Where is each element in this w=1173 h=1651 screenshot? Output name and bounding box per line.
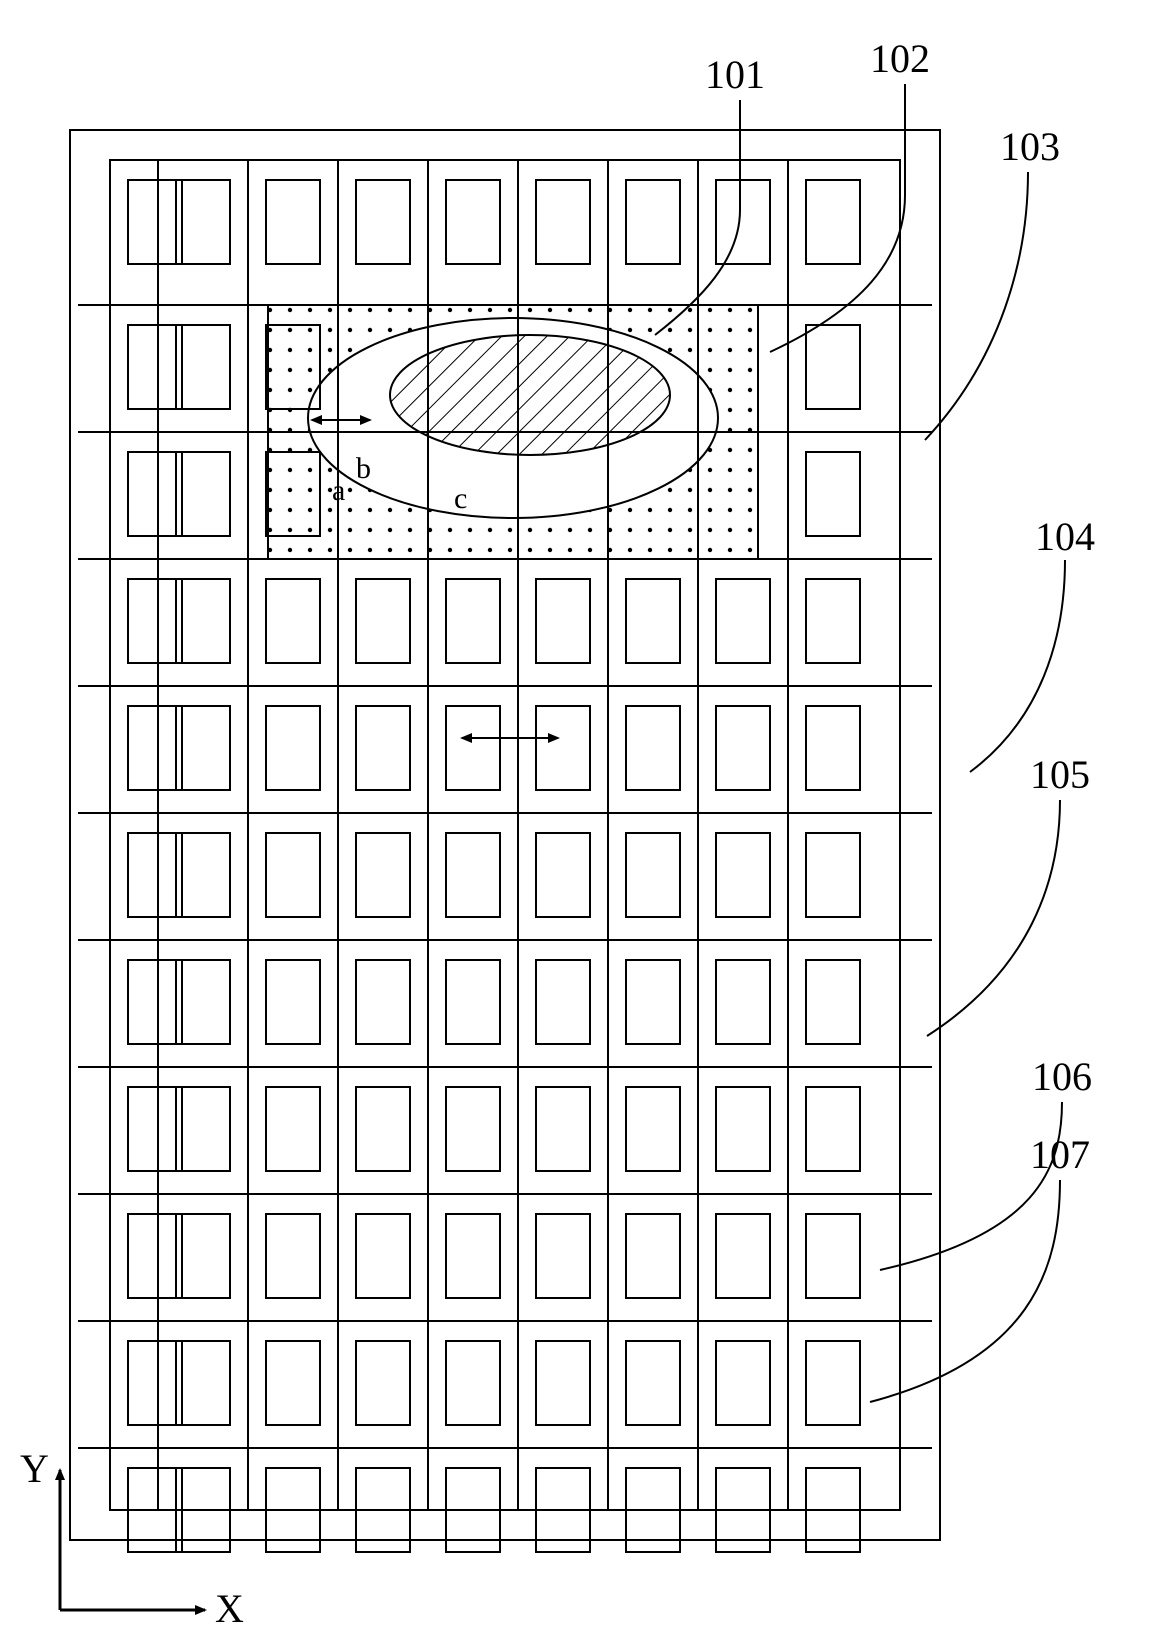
cell-rect: [806, 452, 860, 536]
cell-rect: [176, 325, 230, 409]
cell-rect: [356, 1087, 410, 1171]
cell-rect: [266, 1087, 320, 1171]
cell-rect: [716, 1214, 770, 1298]
cell-rect: [536, 579, 590, 663]
cell-rect: [446, 1087, 500, 1171]
cell-rect: [128, 833, 182, 917]
cell-rect: [356, 706, 410, 790]
cell-rect: [128, 1341, 182, 1425]
cell-rect: [626, 1214, 680, 1298]
cell-rect: [806, 1214, 860, 1298]
cell-rect: [176, 1341, 230, 1425]
cell-rect: [626, 706, 680, 790]
cell-rect: [128, 180, 182, 264]
cell-rect: [626, 1087, 680, 1171]
cell-rect: [806, 960, 860, 1044]
cell-rect: [356, 960, 410, 1044]
cell-rect: [536, 960, 590, 1044]
cell-rect: [806, 833, 860, 917]
cell-rect: [716, 706, 770, 790]
leader-105: [927, 800, 1060, 1036]
cell-rect: [356, 1341, 410, 1425]
cell-rect: [128, 579, 182, 663]
cell-rect: [626, 1341, 680, 1425]
cell-rect: [266, 960, 320, 1044]
cell-rect: [626, 833, 680, 917]
cell-rect: [446, 833, 500, 917]
cell-rect: [446, 1214, 500, 1298]
cell-rect: [176, 180, 230, 264]
cell-rect: [176, 706, 230, 790]
cell-rect: [266, 833, 320, 917]
cell-rect: [716, 833, 770, 917]
cell-rect: [176, 579, 230, 663]
cell-rect: [128, 706, 182, 790]
cell-rect: [176, 833, 230, 917]
leader-104: [970, 560, 1065, 772]
cell-rect: [806, 1341, 860, 1425]
diagram: ab c 101 102 103 104 105 106 107 X Y: [0, 0, 1173, 1651]
cell-rect: [356, 833, 410, 917]
cell-rect: [128, 960, 182, 1044]
leader-107: [870, 1180, 1060, 1402]
cell-rect: [266, 180, 320, 264]
cell-rect: [176, 1087, 230, 1171]
cell-rect: [446, 180, 500, 264]
cell-rect: [176, 452, 230, 536]
callout-101: 101: [705, 52, 765, 97]
cell-rect: [446, 1341, 500, 1425]
label-c: c: [454, 482, 467, 515]
callout-104: 104: [1035, 514, 1095, 559]
cell-rect: [266, 579, 320, 663]
cell-rect: [806, 579, 860, 663]
cell-rect: [356, 579, 410, 663]
label-b: b: [356, 452, 371, 485]
label-a: a: [332, 474, 345, 507]
cell-rect: [806, 706, 860, 790]
callout-102: 102: [870, 36, 930, 81]
cell-rect: [266, 1214, 320, 1298]
callout-106: 106: [1032, 1054, 1092, 1099]
cell-rect: [536, 1087, 590, 1171]
cell-rect: [536, 833, 590, 917]
cell-rect: [806, 1087, 860, 1171]
axis-x-label: X: [215, 1586, 244, 1631]
cell-rect: [626, 180, 680, 264]
cell-rect: [716, 579, 770, 663]
cell-rect: [536, 1341, 590, 1425]
ellipse-101: [390, 335, 670, 455]
cell-rect: [626, 960, 680, 1044]
cell-rect: [128, 452, 182, 536]
cell-rect: [716, 1087, 770, 1171]
cell-rect: [128, 1214, 182, 1298]
leader-102: [770, 84, 905, 352]
cell-rect: [356, 1214, 410, 1298]
cell-rect: [626, 579, 680, 663]
cell-rect: [806, 180, 860, 264]
cell-rect: [716, 180, 770, 264]
cell-rect: [128, 325, 182, 409]
cell-rect: [266, 706, 320, 790]
cell-rect: [536, 180, 590, 264]
axis-y-label: Y: [20, 1446, 49, 1491]
callout-107: 107: [1030, 1132, 1090, 1177]
callout-103: 103: [1000, 124, 1060, 169]
cell-rect: [128, 1087, 182, 1171]
cell-rect: [446, 706, 500, 790]
cell-rect: [446, 579, 500, 663]
cell-rect: [176, 1214, 230, 1298]
callout-105: 105: [1030, 752, 1090, 797]
cell-rect: [536, 1214, 590, 1298]
cell-rect: [806, 325, 860, 409]
cell-rect: [176, 960, 230, 1044]
cell-rect: [536, 706, 590, 790]
cell-rect: [716, 960, 770, 1044]
cell-rect: [266, 1341, 320, 1425]
leader-106: [880, 1102, 1062, 1270]
cell-rect: [356, 180, 410, 264]
cell-rect: [716, 1341, 770, 1425]
cell-rect: [446, 960, 500, 1044]
